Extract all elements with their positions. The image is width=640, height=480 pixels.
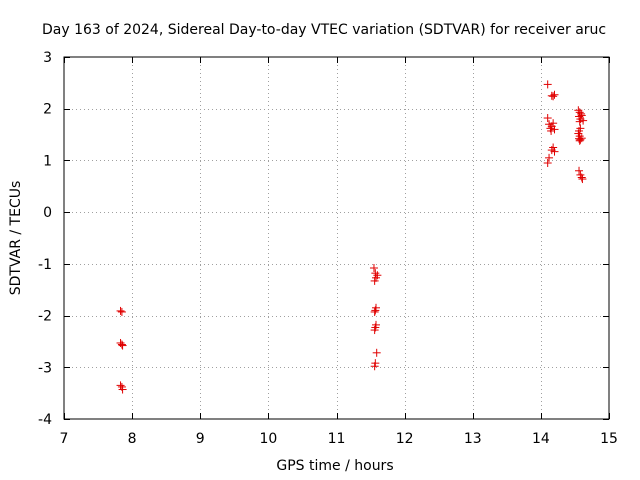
data-point	[371, 306, 380, 315]
x-tick-label: 12	[396, 431, 414, 447]
y-tick-label: -2	[38, 309, 52, 325]
data-point	[550, 147, 559, 156]
data-point	[575, 166, 584, 175]
data-point	[118, 341, 127, 350]
y-tick-label: 1	[43, 153, 52, 169]
data-point	[550, 90, 559, 99]
data-point	[370, 326, 379, 335]
data-point	[372, 348, 381, 357]
data-point	[118, 385, 127, 394]
data-point	[369, 263, 378, 272]
x-axis-label: GPS time / hours	[276, 458, 393, 474]
x-tick-label: 9	[196, 431, 205, 447]
data-point	[370, 276, 379, 285]
y-axis-label: SDTVAR / TECUs	[8, 181, 24, 296]
data-point	[543, 159, 552, 168]
y-tick-label: 2	[43, 102, 52, 118]
y-tick-label: -1	[38, 257, 52, 273]
x-tick-label: 13	[464, 431, 482, 447]
data-point	[547, 126, 556, 135]
data-point	[543, 114, 552, 123]
data-point	[578, 175, 587, 184]
x-tick-label: 10	[259, 431, 277, 447]
x-tick-label: 11	[328, 431, 346, 447]
y-tick-label: -4	[38, 412, 52, 428]
data-point	[370, 362, 379, 371]
data-point	[575, 117, 584, 126]
data-point	[543, 80, 552, 89]
plot-frame	[63, 56, 610, 420]
x-tick-label: 8	[128, 431, 137, 447]
data-point	[117, 340, 126, 349]
x-tick-label: 7	[60, 431, 69, 447]
data-point	[371, 269, 380, 278]
y-tick-label: 3	[43, 50, 52, 66]
data-point	[117, 307, 126, 316]
data-point	[577, 173, 586, 182]
data-point	[370, 307, 379, 316]
y-tick-label: -3	[38, 360, 52, 376]
grid-lines	[64, 57, 609, 419]
data-point	[550, 125, 559, 134]
chart-title: Day 163 of 2024, Sidereal Day-to-day VTE…	[42, 22, 606, 38]
data-point	[549, 92, 558, 101]
data-point	[545, 153, 554, 162]
data-point	[116, 306, 125, 315]
y-tick-label: 0	[43, 205, 52, 221]
data-points	[116, 80, 588, 394]
data-point	[576, 135, 585, 144]
x-tick-label: 15	[600, 431, 618, 447]
x-tick-label: 14	[532, 431, 550, 447]
data-point	[116, 381, 125, 390]
data-point	[575, 136, 584, 145]
data-point	[549, 119, 558, 128]
data-point	[579, 116, 588, 125]
